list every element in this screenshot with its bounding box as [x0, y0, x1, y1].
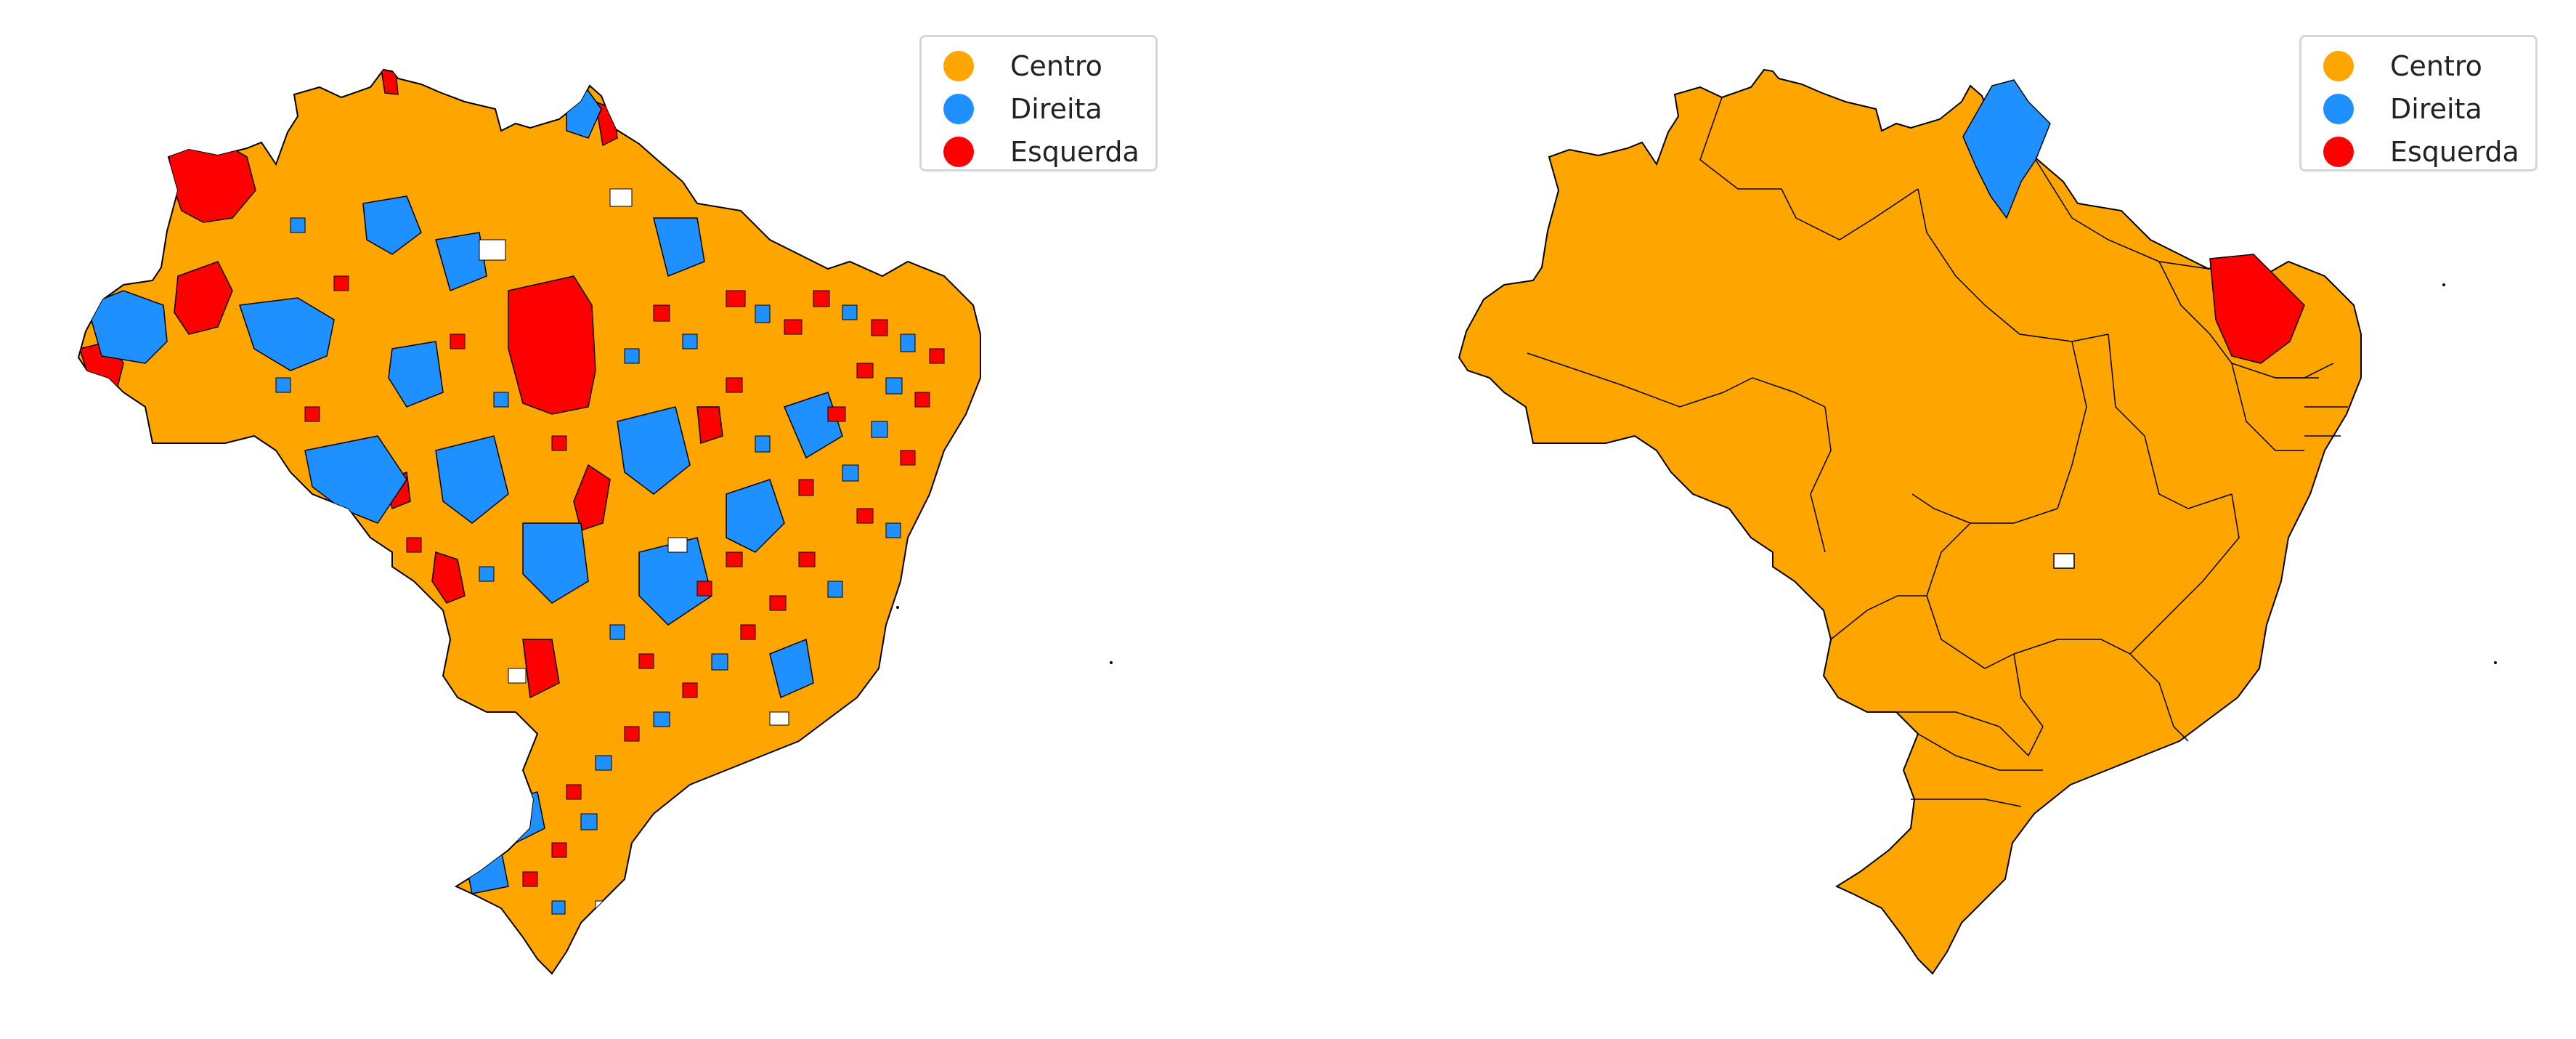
municipal-map-panel: Centro Direita Esquerda [77, 35, 1158, 975]
brazil-outline-municipal [77, 68, 981, 975]
region-direita [653, 217, 705, 278]
small-municipalities [275, 217, 945, 915]
legend-marker-esquerda [2323, 136, 2354, 167]
region-direita [362, 195, 422, 255]
island-dot [2494, 661, 2497, 664]
region-esquerda [522, 639, 560, 699]
region-direita [435, 435, 509, 524]
legend-item-centro: Centro [2323, 44, 2535, 87]
region-direita [388, 341, 444, 408]
legend-label-esquerda: Esquerda [1010, 135, 1139, 168]
brazil-outline-state [1458, 68, 2362, 975]
legend-marker-esquerda [943, 136, 974, 167]
island-dot [1110, 661, 1113, 664]
legend-label-direita: Direita [2390, 92, 2482, 125]
region-direita [522, 522, 589, 604]
legend-label-esquerda: Esquerda [2390, 135, 2519, 168]
legend-item-centro: Centro [943, 44, 1155, 87]
region-direita [435, 232, 487, 292]
state-direita [1962, 79, 2051, 219]
region-esquerda [381, 70, 399, 95]
legend-marker-centro [943, 50, 974, 81]
legend-item-esquerda: Esquerda [2323, 130, 2535, 173]
legend-marker-centro [2323, 50, 2354, 81]
state-map [1458, 68, 2497, 975]
region-direita [638, 537, 712, 626]
region-direita [464, 849, 509, 894]
region-direita [726, 479, 785, 553]
region-esquerda [431, 551, 466, 604]
state-legend: Centro Direita Esquerda [2299, 35, 2538, 171]
legend-label-direita: Direita [1010, 92, 1102, 125]
legend-label-centro: Centro [1010, 49, 1102, 82]
region-esquerda [696, 406, 723, 445]
legend-marker-direita [943, 93, 974, 124]
region-direita [238, 297, 335, 371]
legend-item-direita: Direita [2323, 87, 2535, 130]
region-direita [769, 638, 814, 699]
legend-marker-direita [2323, 93, 2354, 124]
state-esquerda [2209, 254, 2305, 364]
island-dot [896, 606, 899, 609]
municipal-regions [79, 70, 945, 919]
region-direita [304, 435, 407, 524]
municipal-legend: Centro Direita Esquerda [919, 35, 1158, 171]
legend-label-centro: Centro [2390, 49, 2482, 82]
legend-item-esquerda: Esquerda [943, 130, 1155, 173]
region-esquerda [573, 464, 611, 531]
region-direita [86, 290, 168, 364]
state-map-panel: Centro Direita Esquerda [1288, 0, 2575, 1039]
island-dot [2442, 283, 2445, 286]
no-data-area [2053, 553, 2075, 569]
region-esquerda [174, 261, 233, 335]
region-direita [617, 406, 691, 495]
legend-item-direita: Direita [943, 87, 1155, 130]
municipal-map [77, 68, 1113, 975]
region-esquerda [508, 275, 596, 415]
state-borders [1527, 97, 2348, 807]
